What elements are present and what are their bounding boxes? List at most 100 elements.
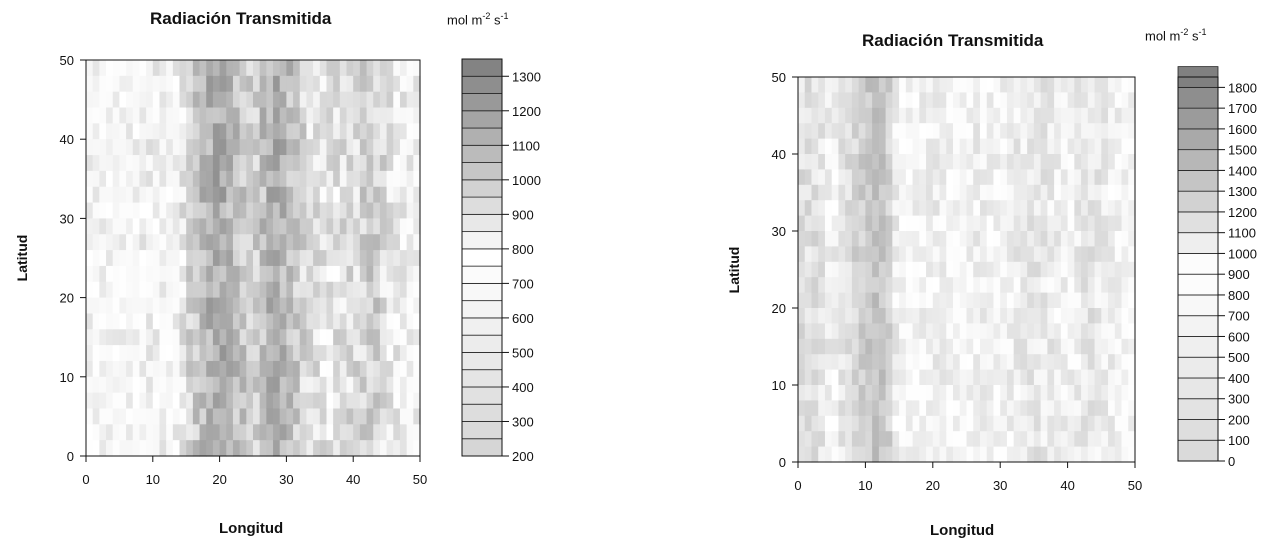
heatmap-cell xyxy=(1128,415,1136,432)
heatmap-cell xyxy=(139,107,147,124)
heatmap-cell xyxy=(966,277,974,294)
heatmap-cell xyxy=(266,250,274,267)
heatmap-cell xyxy=(219,345,227,362)
heatmap-cell xyxy=(1067,446,1075,463)
heatmap-cell xyxy=(932,385,941,401)
heatmap-cell xyxy=(132,186,141,204)
heatmap-cell xyxy=(253,107,261,124)
heatmap-cell xyxy=(179,91,187,109)
heatmap-cell xyxy=(811,215,819,232)
heatmap-cell xyxy=(811,431,819,448)
heatmap-cell xyxy=(1027,246,1035,263)
colorbar-tick-label: 400 xyxy=(1228,371,1250,386)
heatmap-cell xyxy=(166,155,174,172)
heatmap-cell xyxy=(899,385,907,401)
heatmap-cell xyxy=(219,234,227,251)
heatmap-cell xyxy=(139,408,147,425)
heatmap-cell xyxy=(366,360,374,378)
heatmap-cell xyxy=(892,292,900,309)
heatmap-cell xyxy=(346,392,354,410)
heatmap-cell xyxy=(993,261,1001,278)
heatmap-cell xyxy=(966,77,974,93)
heatmap-cell xyxy=(1020,431,1028,448)
heatmap-cell xyxy=(1040,446,1048,463)
heatmap-cell xyxy=(366,170,374,188)
heatmap-cell xyxy=(1000,292,1008,309)
heatmap-cell xyxy=(319,424,328,441)
heatmap-cell xyxy=(1114,277,1123,294)
heatmap-cell xyxy=(339,250,348,267)
heatmap-cell xyxy=(139,60,147,77)
heatmap-cell xyxy=(1054,446,1062,463)
heatmap-cell xyxy=(845,169,853,186)
heatmap-cell xyxy=(366,75,374,93)
heatmap-cell xyxy=(1060,246,1069,263)
heatmap-cell xyxy=(319,107,328,124)
heatmap-cell xyxy=(386,392,394,410)
heatmap-cell xyxy=(353,281,361,299)
heatmap-cell xyxy=(172,186,181,204)
heatmap-cell xyxy=(1081,184,1089,201)
heatmap-cell xyxy=(986,446,995,463)
heatmap-cell xyxy=(393,297,401,315)
heatmap-cell xyxy=(359,170,368,188)
heatmap-cell xyxy=(353,75,361,93)
heatmap-cell xyxy=(831,338,840,355)
heatmap-cell xyxy=(326,218,334,235)
heatmap-cell xyxy=(199,392,207,410)
heatmap-cell xyxy=(953,92,961,109)
heatmap-cell xyxy=(319,345,328,362)
heatmap-cell xyxy=(373,75,381,93)
heatmap-cell xyxy=(399,75,408,93)
heatmap-cell xyxy=(953,107,961,124)
heatmap-cell xyxy=(212,107,221,124)
heatmap-cell xyxy=(1040,369,1048,386)
heatmap-cell xyxy=(1006,292,1015,309)
heatmap-cell xyxy=(926,338,934,355)
heatmap-cell xyxy=(1047,169,1055,186)
heatmap-cell xyxy=(912,123,920,140)
heatmap-cell xyxy=(246,91,254,109)
heatmap-cell xyxy=(239,218,247,235)
colorbar-band xyxy=(461,282,503,302)
heatmap-cell xyxy=(239,250,247,267)
heatmap-cell xyxy=(112,75,120,93)
heatmap-cell xyxy=(1013,261,1022,278)
heatmap-cell xyxy=(253,408,261,425)
heatmap-cell xyxy=(406,345,414,362)
heatmap-cell xyxy=(253,424,261,441)
heatmap-cell xyxy=(379,424,388,441)
heatmap-cell xyxy=(393,155,401,172)
heatmap-cell xyxy=(824,169,833,186)
heatmap-cell xyxy=(286,297,294,315)
heatmap-cell xyxy=(1060,215,1069,232)
heatmap-cell xyxy=(905,77,914,93)
heatmap-cell xyxy=(166,376,174,394)
colorbar-tick-label: 1000 xyxy=(1228,246,1257,261)
heatmap-cell xyxy=(1013,338,1022,355)
heatmap-cell xyxy=(132,60,141,77)
heatmap-cell xyxy=(266,329,274,346)
heatmap-cell xyxy=(959,354,968,371)
heatmap-cell xyxy=(932,400,941,417)
heatmap-cell xyxy=(851,154,860,170)
heatmap-cell xyxy=(199,60,207,77)
heatmap-cell xyxy=(912,138,920,155)
heatmap-cell xyxy=(1067,292,1075,309)
heatmap-cell xyxy=(279,218,287,235)
heatmap-cell xyxy=(159,139,167,156)
heatmap-cell xyxy=(1074,308,1082,324)
heatmap-cell xyxy=(966,246,974,263)
heatmap-cell xyxy=(1047,231,1055,247)
heatmap-cell xyxy=(865,138,873,155)
heatmap-cell xyxy=(279,376,287,394)
heatmap-cell xyxy=(406,91,414,109)
heatmap-cell xyxy=(86,250,94,267)
heatmap-cell xyxy=(1128,261,1136,278)
y-tick-label: 50 xyxy=(772,70,786,85)
heatmap-cell xyxy=(804,277,813,294)
heatmap-cell xyxy=(386,424,394,441)
heatmap-cell xyxy=(831,184,840,201)
heatmap-cell xyxy=(92,107,100,124)
heatmap-cell xyxy=(979,107,988,124)
